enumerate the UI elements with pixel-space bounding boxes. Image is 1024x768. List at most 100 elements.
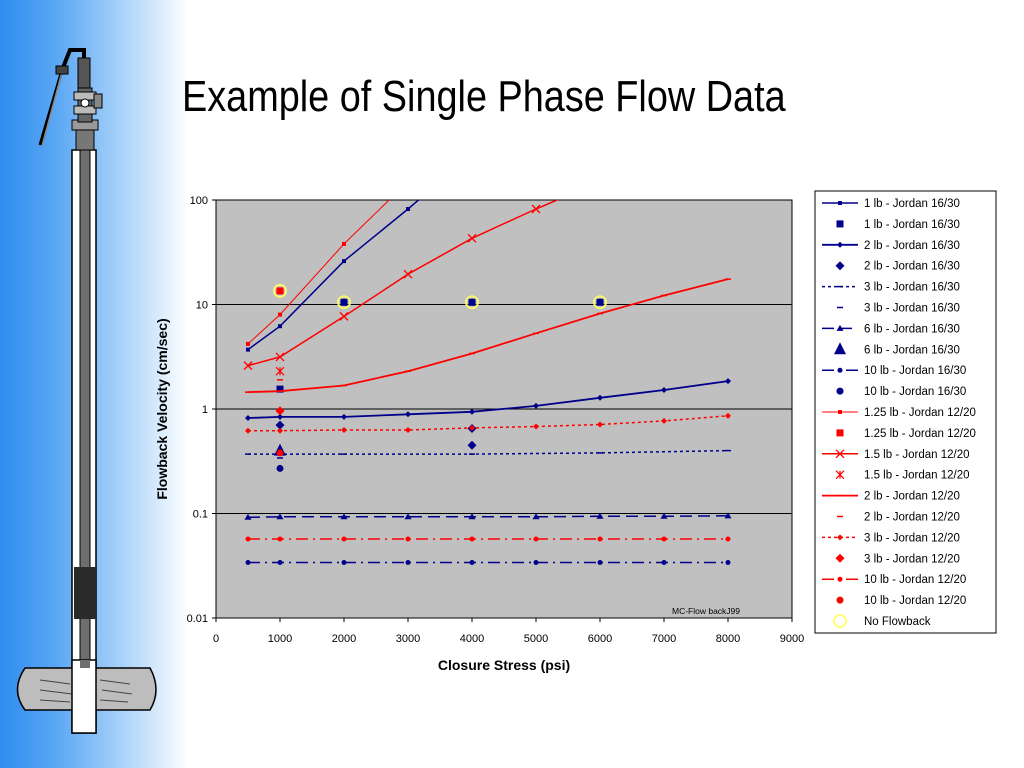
data-point: [465, 295, 479, 310]
data-point: [405, 559, 411, 565]
data-point: [596, 178, 604, 186]
data-point: [276, 449, 284, 457]
data-point: [725, 412, 731, 419]
data-point: [725, 559, 731, 565]
data-point: [277, 559, 283, 565]
legend-marker: [836, 429, 844, 437]
legend-marker: [835, 261, 845, 271]
legend-entry: 3 lb - Jordan 12/20: [835, 553, 960, 565]
legend-marker: [836, 596, 844, 604]
legend-entry: 1 lb - Jordan 16/30: [822, 198, 960, 210]
data-point: [593, 295, 607, 310]
data-point: [438, 180, 442, 184]
legend-label: 1 lb - Jordan 16/30: [864, 198, 960, 210]
data-point: [275, 420, 285, 430]
legend-entry: 3 lb - Jordan 12/20: [822, 532, 960, 544]
legend-marker: [837, 367, 843, 373]
legend-entry: 10 lb - Jordan 16/30: [822, 365, 966, 377]
series-14: [245, 278, 731, 393]
legend-marker: [836, 220, 844, 228]
data-point: [405, 536, 411, 542]
series-16: [245, 412, 731, 434]
legend-marker: [835, 470, 845, 480]
data-point: [597, 559, 603, 565]
data-point: [597, 536, 603, 542]
legend-entry: 1.5 lb - Jordan 12/20: [835, 470, 970, 482]
data-point: [275, 406, 285, 416]
series-2: [245, 378, 731, 422]
series-6: [244, 512, 732, 520]
data-point: [245, 427, 251, 434]
legend-marker: [836, 387, 844, 395]
data-point: [339, 311, 349, 321]
series-10: [246, 200, 390, 346]
data-point: [661, 559, 667, 565]
series-17: [275, 406, 285, 416]
legend-label: 1 lb - Jordan 16/30: [864, 219, 960, 231]
y-tick-label: 1: [202, 404, 208, 416]
y-tick-label: 0.01: [187, 613, 208, 625]
data-point: [725, 378, 731, 385]
data-point: [596, 298, 604, 306]
data-point: [469, 424, 475, 431]
data-point: [724, 512, 732, 519]
y-tick-label: 10: [196, 300, 208, 312]
data-point: [337, 295, 351, 310]
data-point: [468, 298, 476, 306]
legend-entry: 2 lb - Jordan 12/20: [822, 491, 960, 503]
legend-marker: [838, 201, 842, 205]
data-point: [340, 513, 348, 520]
legend-marker: [837, 241, 843, 248]
data-point: [532, 513, 540, 520]
series-19: [276, 449, 284, 457]
data-point: [533, 423, 539, 430]
data-point: [341, 413, 347, 420]
data-point: [277, 427, 283, 434]
data-point: [406, 207, 410, 212]
legend-label: 10 lb - Jordan 12/20: [864, 595, 966, 607]
legend-entry: 10 lb - Jordan 12/20: [822, 574, 966, 586]
legend-label: 10 lb - Jordan 12/20: [864, 574, 966, 586]
series-0: [246, 180, 442, 352]
legend-entry: 3 lb - Jordan 16/30: [822, 282, 960, 294]
legend-entry: 6 lb - Jordan 16/30: [834, 342, 960, 356]
data-point: [661, 536, 667, 542]
legend-label: 1.5 lb - Jordan 12/20: [864, 449, 970, 461]
legend-label: 2 lb - Jordan 12/20: [864, 491, 960, 503]
data-point: [245, 415, 251, 422]
legend-entry: 1.25 lb - Jordan 12/20: [822, 407, 976, 419]
data-point: [467, 440, 477, 450]
x-tick-label: 8000: [716, 633, 740, 645]
data-point: [404, 513, 412, 520]
legend-label: 1.25 lb - Jordan 12/20: [864, 428, 976, 440]
legend-marker: [837, 534, 843, 541]
legend-marker: [836, 324, 844, 331]
data-point: [660, 512, 668, 519]
data-point: [469, 408, 475, 415]
legend-entry: 6 lb - Jordan 16/30: [822, 323, 960, 335]
x-tick-label: 0: [213, 633, 219, 645]
legend-entry: 2 lb - Jordan 16/30: [835, 261, 960, 273]
series-9: [276, 464, 284, 472]
data-point: [276, 385, 284, 393]
data-point: [597, 394, 603, 401]
data-point: [533, 536, 539, 542]
x-axis-ticks: 0 1000 2000 3000 4000 5000 6000 7000 8000 9000: [213, 618, 804, 645]
data-point: [340, 298, 348, 306]
legend-label: 10 lb - Jordan 16/30: [864, 365, 966, 377]
legend-label: 2 lb - Jordan 16/30: [864, 240, 960, 252]
legend-label: 1.5 lb - Jordan 12/20: [864, 470, 970, 482]
legend-label: 6 lb - Jordan 16/30: [864, 323, 960, 335]
data-point: [342, 259, 346, 264]
data-point: [246, 341, 250, 346]
data-point: [405, 426, 411, 433]
legend: 1 lb - Jordan 16/30 1 lb - Jordan 16/30 2 …: [822, 198, 976, 628]
data-point: [469, 559, 475, 565]
data-point: [403, 269, 413, 279]
series-13: [275, 366, 285, 376]
data-point: [596, 512, 604, 519]
data-point: [276, 464, 284, 472]
x-tick-label: 4000: [460, 633, 484, 645]
series-4: [245, 449, 731, 455]
